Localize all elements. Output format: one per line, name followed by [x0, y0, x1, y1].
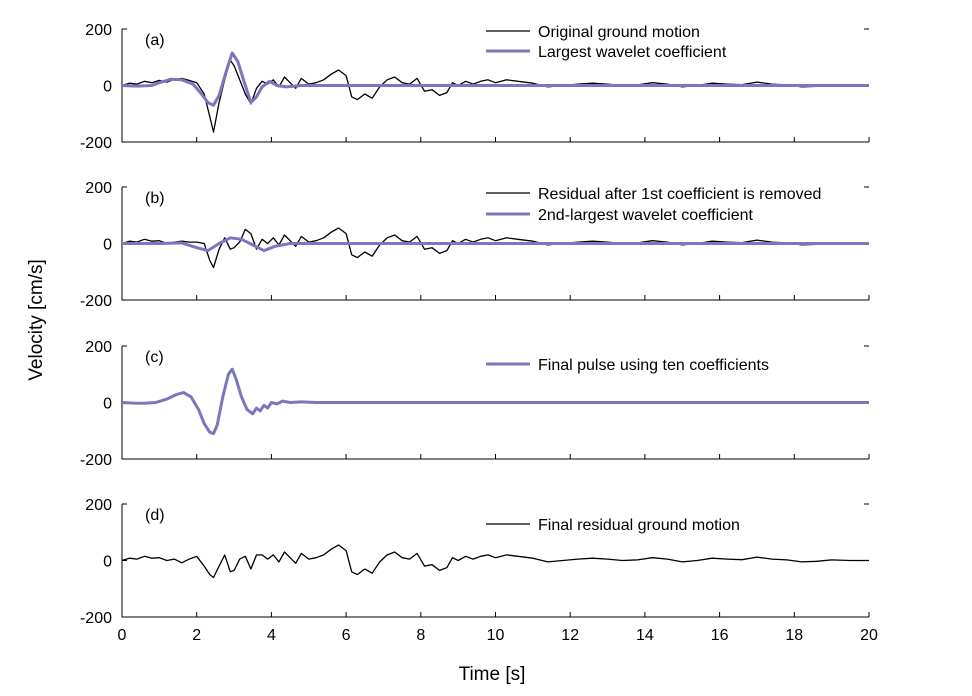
- x-tick-label: 8: [416, 627, 425, 644]
- x-tick-label: 16: [711, 627, 729, 644]
- y-tick-label: 0: [103, 396, 112, 413]
- legend-entry: Final residual ground motion: [538, 517, 740, 534]
- panel-label: (c): [145, 349, 164, 366]
- x-tick-label: 2: [192, 627, 201, 644]
- x-tick-label: 14: [636, 627, 654, 644]
- series-line-1: [121, 367, 869, 436]
- y-tick-label: -200: [80, 610, 112, 627]
- series-line-1: [121, 227, 869, 269]
- panel-2: 200 0 -200 (b) Residual after 1st coefficien…: [80, 180, 870, 310]
- y-tick-label: 200: [85, 339, 112, 356]
- y-tick-label: 200: [85, 180, 112, 197]
- panel-label: (d): [145, 507, 165, 524]
- y-tick-label: 0: [103, 554, 112, 571]
- x-tick-label: 0: [118, 627, 127, 644]
- legend-entry: Largest wavelet coefficient: [538, 44, 727, 61]
- x-tick-label: 6: [342, 627, 351, 644]
- panel-4: 200 0 -200 0 2 4 6 8 10 12 14 16 18 20 (d) Final residu…: [80, 497, 878, 644]
- series-line-2: [121, 51, 869, 107]
- legend-entry: Original ground motion: [538, 24, 700, 41]
- series-line-1: [121, 59, 869, 133]
- x-tick-label: 10: [487, 627, 505, 644]
- legend-entry: Residual after 1st coefficient is remove…: [538, 186, 821, 203]
- x-axis-label: Time [s]: [459, 664, 526, 685]
- y-tick-label: -200: [80, 135, 112, 152]
- y-tick-label: 0: [103, 79, 112, 96]
- panel-label: (b): [145, 190, 165, 207]
- x-tick-label: 4: [267, 627, 276, 644]
- legend-entry: 2nd-largest wavelet coefficient: [538, 207, 753, 224]
- y-tick-label: 200: [85, 22, 112, 39]
- x-tick-label: 20: [860, 627, 878, 644]
- y-tick-label: 0: [103, 237, 112, 254]
- legend-entry: Final pulse using ten coefficients: [538, 357, 769, 374]
- panel-label: (a): [145, 32, 165, 49]
- x-tick-label: 18: [785, 627, 803, 644]
- x-tick-label: 12: [561, 627, 579, 644]
- series-line-2: [122, 236, 869, 253]
- panel-3: 200 0 -200 (c) Final pulse using ten coeffic…: [80, 339, 870, 469]
- y-tick-label: -200: [80, 452, 112, 469]
- y-tick-label: -200: [80, 293, 112, 310]
- axes-frame: [121, 504, 869, 618]
- y-tick-label: 200: [85, 497, 112, 514]
- panel-1: 200 0 -200 (a) Original ground motion Largest…: [80, 22, 870, 152]
- y-axis-label: Velocity [cm/s]: [26, 259, 47, 380]
- series-line-1: [121, 544, 869, 579]
